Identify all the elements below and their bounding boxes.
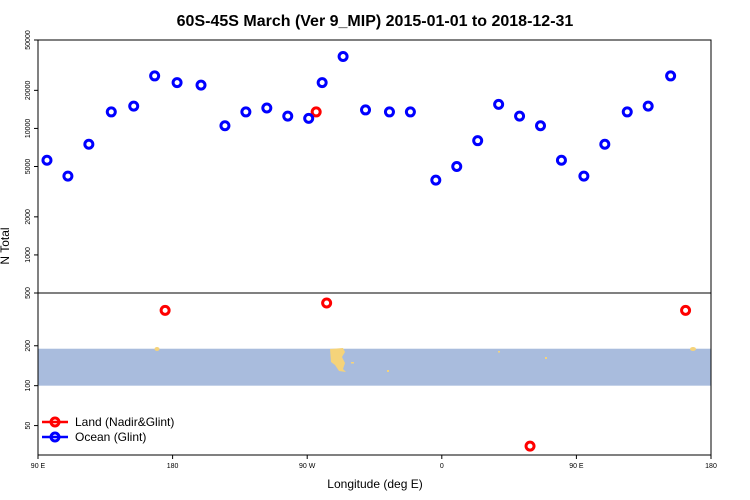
- x-tick-label: 0: [440, 463, 444, 470]
- x-axis-label: Longitude (deg E): [327, 477, 422, 491]
- ocean-point: [62, 170, 74, 182]
- land-shapes: [154, 347, 696, 372]
- y-tick-label: 50000: [25, 30, 32, 50]
- data-points: [41, 51, 692, 452]
- land-patch: [351, 362, 354, 364]
- ocean-point: [665, 70, 677, 82]
- y-axis: 500 1000 2000 5000 10000 20000 50000 50 100 200: [25, 30, 38, 429]
- y-tick-label: 500: [25, 287, 32, 299]
- ocean-point: [83, 138, 95, 150]
- ocean-point: [171, 77, 183, 89]
- legend: Land (Nadir&Glint) Ocean (Glint): [42, 415, 174, 444]
- y-tick-label: 200: [25, 340, 32, 352]
- land-point: [680, 304, 692, 316]
- land-point: [310, 106, 322, 118]
- ocean-point: [493, 98, 505, 110]
- ocean-point: [303, 112, 315, 124]
- land-point: [524, 440, 536, 452]
- y-tick-label: 50: [25, 422, 32, 430]
- land-point: [321, 297, 333, 309]
- ocean-point: [41, 154, 53, 166]
- ocean-point: [451, 161, 463, 172]
- legend-label-ocean: Ocean (Glint): [75, 430, 146, 444]
- ocean-point: [599, 138, 611, 150]
- ocean-point: [472, 135, 484, 147]
- x-tick-label: 180: [705, 463, 717, 470]
- ocean-point: [195, 79, 207, 91]
- x-tick-label: 90 E: [31, 463, 46, 470]
- ocean-point: [578, 170, 590, 182]
- ocean-point: [535, 120, 547, 132]
- land-patch: [690, 347, 696, 351]
- ocean-point: [261, 102, 273, 114]
- y-axis-label: N Total: [0, 227, 12, 264]
- ocean-point: [149, 70, 161, 82]
- land-patch: [154, 347, 160, 351]
- x-tick-label: 90 W: [299, 463, 316, 470]
- ocean-point: [316, 77, 328, 89]
- ocean-point: [240, 106, 252, 118]
- y-tick-label: 5000: [25, 159, 32, 175]
- land-patch: [387, 370, 389, 372]
- ocean-point: [219, 120, 231, 132]
- legend-label-land: Land (Nadir&Glint): [75, 415, 174, 429]
- ocean-point: [404, 106, 416, 118]
- y-tick-label: 10000: [25, 119, 32, 139]
- plot-frame: [37, 39, 712, 456]
- x-axis: 90 E 180 90 W 0 90 E 180: [31, 455, 717, 470]
- ocean-point: [642, 100, 654, 112]
- ocean-point: [430, 174, 442, 186]
- y-tick-label: 20000: [25, 81, 32, 101]
- land-patch: [545, 357, 547, 359]
- ocean-point: [555, 154, 567, 166]
- ocean-point: [383, 106, 395, 118]
- ocean-point: [360, 104, 372, 116]
- land-patch: [498, 351, 500, 353]
- ocean-point: [105, 106, 117, 118]
- legend-marker-land: [49, 416, 61, 428]
- x-tick-label: 90 E: [569, 463, 584, 470]
- legend-marker-ocean: [49, 431, 61, 443]
- y-tick-label: 2000: [25, 209, 32, 225]
- land-band: [38, 348, 711, 386]
- ocean-point: [621, 106, 633, 118]
- y-tick-label: 1000: [25, 247, 32, 263]
- ocean-point: [337, 51, 349, 63]
- x-tick-label: 180: [167, 463, 179, 470]
- y-tick-label: 100: [25, 380, 32, 392]
- ocean-point: [128, 100, 140, 112]
- land-point: [159, 304, 171, 316]
- ocean-point: [282, 110, 294, 122]
- chart-title: 60S-45S March (Ver 9_MIP) 2015-01-01 to …: [177, 13, 574, 30]
- land-patch: [330, 348, 346, 372]
- ocean-point: [514, 110, 526, 122]
